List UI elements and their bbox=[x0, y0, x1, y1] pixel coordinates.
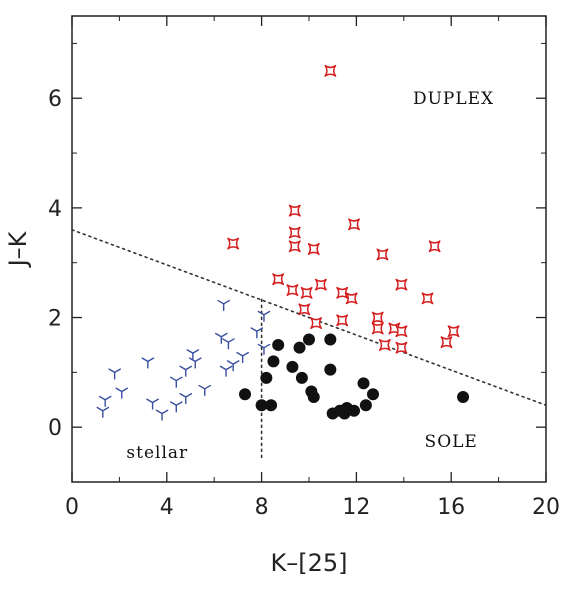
circle-point bbox=[457, 391, 470, 404]
circle-point bbox=[260, 371, 273, 384]
y-tick-label: 0 bbox=[48, 416, 62, 441]
circle-point bbox=[272, 338, 285, 351]
x-tick-label: 16 bbox=[437, 495, 465, 520]
circle-point bbox=[267, 355, 280, 368]
tripod-point bbox=[219, 365, 233, 377]
x-tick-label: 8 bbox=[255, 495, 269, 520]
star-point bbox=[395, 278, 408, 291]
tripod-point bbox=[257, 310, 271, 322]
tripod-point bbox=[141, 357, 155, 369]
tripod-point bbox=[169, 376, 183, 388]
star-point bbox=[395, 341, 408, 354]
circle-point bbox=[239, 388, 252, 401]
circle-point bbox=[324, 363, 337, 376]
tripod-point bbox=[169, 401, 183, 413]
star-point bbox=[336, 286, 349, 299]
y-axis-title: J–K bbox=[4, 230, 32, 268]
star-point bbox=[376, 248, 389, 261]
star-point bbox=[336, 314, 349, 327]
data-points bbox=[96, 64, 470, 421]
star-point bbox=[288, 204, 301, 217]
y-tick-label: 4 bbox=[48, 197, 62, 222]
y-tick-label: 6 bbox=[48, 87, 62, 112]
divider-line-0 bbox=[71, 229, 547, 407]
tripod-point bbox=[115, 387, 129, 399]
circle-point bbox=[357, 377, 370, 390]
axis-ticks: 0 4 8 12 16 20 0 2 4 6 bbox=[48, 16, 560, 520]
tripod-point bbox=[96, 406, 110, 418]
tripod-point bbox=[188, 357, 202, 369]
region-label-sole: SOLE bbox=[425, 432, 478, 452]
star-point bbox=[288, 226, 301, 239]
star-point bbox=[300, 286, 313, 299]
tripod-point bbox=[179, 393, 193, 405]
tripod-point bbox=[146, 398, 159, 410]
region-label-stellar: stellar bbox=[126, 443, 188, 463]
tripod-point bbox=[179, 365, 193, 377]
tripod-point bbox=[257, 343, 271, 355]
star-point bbox=[272, 273, 285, 286]
region-label-duplex: DUPLEX bbox=[413, 89, 494, 109]
star-point bbox=[298, 303, 311, 316]
x-tick-label: 4 bbox=[160, 495, 174, 520]
circle-point bbox=[359, 399, 372, 412]
tripod-point bbox=[155, 409, 169, 421]
divider-lines bbox=[71, 229, 547, 459]
star-point bbox=[288, 240, 301, 253]
annotations: DUPLEX SOLE stellar bbox=[126, 89, 494, 463]
star-point bbox=[428, 240, 441, 253]
tripod-point bbox=[222, 338, 235, 350]
x-tick-label: 12 bbox=[342, 495, 370, 520]
tripod-point bbox=[108, 368, 121, 380]
circle-point bbox=[286, 360, 299, 373]
star-point bbox=[314, 278, 327, 291]
y-tick-label: 2 bbox=[48, 307, 62, 332]
x-tick-label: 20 bbox=[532, 495, 560, 520]
tripod-point bbox=[214, 332, 228, 344]
circle-point bbox=[324, 333, 337, 346]
tripod-point bbox=[217, 299, 231, 312]
circle-point bbox=[307, 391, 320, 404]
star-point bbox=[447, 325, 460, 338]
x-axis-title: K–[25] bbox=[270, 549, 347, 577]
tripod-point bbox=[198, 384, 212, 396]
tripod-point bbox=[236, 351, 249, 364]
circle-point bbox=[366, 388, 379, 401]
circle-point bbox=[348, 404, 361, 417]
star-point bbox=[348, 218, 360, 231]
star-point bbox=[310, 317, 323, 329]
star-point bbox=[440, 336, 453, 349]
tripod-point bbox=[250, 327, 264, 339]
star-point bbox=[421, 292, 434, 305]
tripod-point bbox=[226, 360, 240, 372]
tripod-point bbox=[186, 349, 200, 361]
plot-frame bbox=[71, 15, 547, 483]
circle-point bbox=[255, 399, 268, 412]
circle-point bbox=[303, 333, 315, 346]
star-point bbox=[371, 311, 384, 324]
star-point bbox=[324, 64, 337, 77]
star-point bbox=[345, 292, 358, 305]
tripod-point bbox=[98, 395, 112, 407]
circle-point bbox=[295, 371, 308, 384]
x-tick-label: 0 bbox=[65, 495, 79, 520]
star-point bbox=[371, 322, 384, 335]
star-point bbox=[395, 325, 408, 338]
star-point bbox=[307, 243, 320, 255]
circle-point bbox=[293, 341, 306, 354]
star-point bbox=[378, 338, 391, 351]
star-point bbox=[227, 237, 240, 250]
circle-point bbox=[265, 399, 278, 412]
star-point bbox=[286, 284, 299, 297]
